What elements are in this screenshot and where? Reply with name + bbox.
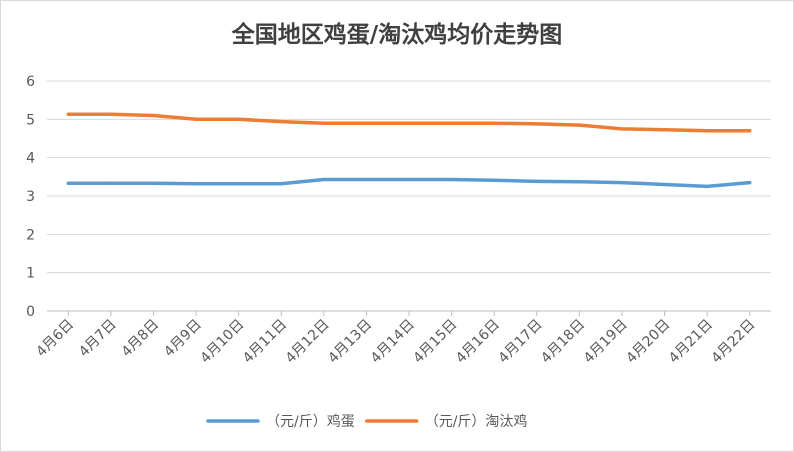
data-point	[705, 129, 709, 133]
data-point	[407, 121, 411, 125]
chart-title: 全国地区鸡蛋/淘汰鸡均价走势图	[231, 22, 563, 48]
data-point	[748, 129, 752, 133]
data-point	[322, 121, 326, 125]
data-point	[620, 127, 624, 131]
data-point	[279, 120, 283, 124]
data-point	[450, 178, 454, 182]
legend-label-0: （元/斤）鸡蛋	[266, 413, 355, 430]
x-tick-label: 4月18日	[538, 317, 588, 367]
data-point	[364, 178, 368, 182]
x-tick-label: 4月21日	[666, 317, 716, 367]
x-tick-label: 4月8日	[119, 317, 163, 361]
data-point	[663, 128, 667, 132]
x-tick-label: 4月13日	[325, 317, 375, 367]
y-tick-label: 3	[26, 189, 35, 205]
data-point	[535, 179, 539, 183]
data-point	[109, 181, 113, 185]
data-point	[66, 181, 70, 185]
data-point	[237, 117, 241, 121]
data-point	[492, 178, 496, 182]
gridlines	[47, 80, 771, 312]
data-point	[663, 183, 667, 186]
legend: （元/斤）鸡蛋 （元/斤）淘汰鸡	[206, 413, 528, 430]
y-tick-label: 2	[26, 227, 35, 243]
data-point	[194, 182, 198, 186]
x-tick-label: 4月14日	[368, 317, 418, 367]
data-point	[577, 180, 581, 184]
x-tick-label: 4月12日	[283, 317, 333, 367]
data-point	[66, 112, 70, 116]
y-tick-label: 1	[26, 266, 35, 282]
x-tick-label: 4月6日	[33, 317, 77, 361]
series-lines	[66, 112, 752, 189]
data-point	[407, 178, 411, 182]
data-point	[151, 114, 155, 117]
y-tick-label: 6	[26, 74, 35, 90]
x-tick-label: 4月11日	[240, 317, 290, 367]
data-point	[109, 112, 113, 116]
data-point	[492, 121, 496, 125]
x-tick-label: 4月16日	[453, 317, 503, 367]
data-point	[535, 122, 539, 126]
x-tick-label: 4月7日	[76, 317, 120, 361]
data-point	[748, 181, 752, 185]
data-point	[151, 181, 155, 185]
legend-label-1: （元/斤）淘汰鸡	[425, 413, 528, 430]
x-tick-label: 4月22日	[709, 317, 759, 367]
x-tick-label: 4月10日	[197, 317, 247, 367]
data-point	[364, 121, 368, 125]
data-point	[450, 121, 454, 125]
x-tick-label: 4月20日	[623, 317, 673, 367]
data-point	[577, 123, 581, 127]
x-axis: 4月6日4月7日4月8日4月9日4月10日4月11日4月12日4月13日4月14…	[33, 311, 759, 367]
data-point	[194, 117, 198, 121]
data-point	[279, 182, 283, 186]
y-tick-label: 5	[26, 112, 35, 128]
data-point	[705, 184, 709, 188]
data-point	[620, 181, 624, 185]
x-tick-label: 4月19日	[581, 317, 631, 367]
data-point	[322, 178, 326, 182]
y-axis: 0 1 2 3 4 5 6	[26, 74, 35, 320]
y-tick-label: 4	[26, 151, 35, 167]
data-point	[237, 182, 241, 186]
x-tick-label: 4月15日	[410, 317, 460, 367]
y-tick-label: 0	[26, 304, 35, 320]
x-tick-label: 4月17日	[496, 317, 546, 367]
